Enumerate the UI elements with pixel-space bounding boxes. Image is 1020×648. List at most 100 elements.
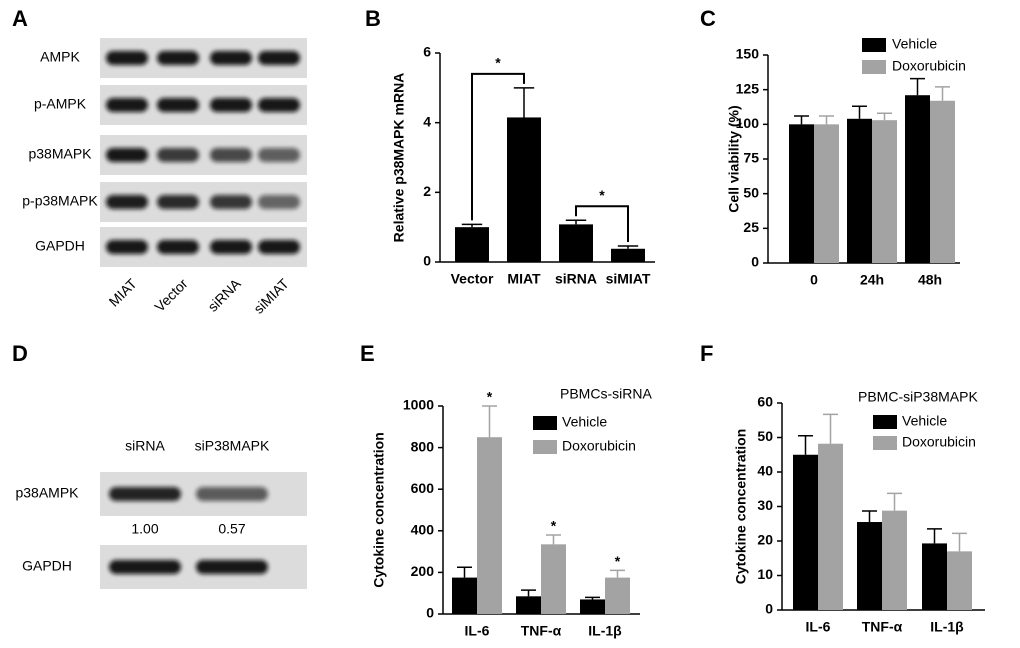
legend-title: PBMC-siP38MAPK (858, 389, 978, 405)
error-bar (952, 532, 967, 552)
legend-label: Doxorubicin (562, 438, 636, 454)
blot-row-label: GAPDH (35, 238, 85, 254)
quantification-label: 1.00 (131, 521, 158, 537)
y-tick-label: 150 (736, 46, 760, 62)
error-bar (461, 223, 483, 228)
error-bar (935, 86, 950, 101)
y-tick-label: 30 (757, 497, 773, 513)
error-bar (927, 528, 942, 544)
x-tick-label: siMIAT (606, 271, 651, 287)
bar (814, 124, 839, 263)
bar (789, 124, 814, 263)
error-bar (823, 413, 838, 444)
bar (507, 117, 541, 262)
blot-row-label: AMPK (40, 49, 80, 65)
error-bar (794, 115, 809, 125)
blot-band (157, 98, 199, 112)
blot-band (109, 560, 181, 574)
blot-band (210, 195, 252, 209)
y-tick-label: 1000 (403, 397, 434, 413)
panel-letter: C (700, 6, 716, 31)
blot-row-label: p38AMPK (15, 485, 79, 501)
significance-star: * (599, 187, 605, 203)
error-bar (798, 435, 813, 455)
blot-band (210, 148, 252, 162)
blot-band (109, 487, 181, 501)
bar (477, 437, 502, 614)
y-tick-label: 800 (411, 438, 435, 454)
y-axis-title: Cell viability (%) (726, 105, 742, 212)
y-axis-title: Relative p38MAPK mRNA (391, 73, 407, 243)
bar (559, 224, 593, 262)
blot-row-label: p-AMPK (34, 96, 87, 112)
y-tick-label: 60 (757, 394, 773, 410)
error-bar (819, 115, 834, 125)
x-tick-label: MIAT (507, 271, 541, 287)
bar (882, 510, 907, 610)
error-bar (585, 596, 600, 600)
blot-band (157, 240, 199, 254)
blot-band (258, 240, 300, 254)
bar (793, 454, 818, 610)
x-tick-label: IL-1β (588, 623, 622, 639)
blot-row-label: p38MAPK (28, 146, 92, 162)
legend-swatch (862, 38, 886, 52)
y-tick-label: 4 (423, 113, 431, 129)
error-bar (482, 405, 497, 438)
y-tick-label: 0 (765, 601, 773, 617)
blot-lane-label: siMIAT (250, 275, 292, 317)
blot-band (210, 51, 252, 65)
error-bar (887, 492, 902, 511)
error-bar (910, 77, 925, 96)
bar (580, 599, 605, 614)
panel-letter: F (700, 341, 713, 366)
blot-band (157, 51, 199, 65)
significance-star: * (487, 389, 493, 405)
y-tick-label: 400 (411, 522, 435, 538)
y-tick-label: 40 (757, 463, 773, 479)
y-tick-label: 600 (411, 480, 435, 496)
x-tick-label: Vector (451, 271, 494, 287)
error-bar (457, 566, 472, 578)
significance-star: * (551, 518, 557, 534)
bar (847, 118, 872, 263)
blot-row-label: p-p38MAPK (22, 193, 98, 209)
bar (930, 100, 955, 263)
y-axis-title: Cytokine concentration (371, 432, 387, 588)
blot-band (258, 98, 300, 112)
panel-letter: B (365, 6, 381, 31)
blot-band (258, 148, 300, 162)
bar (857, 522, 882, 610)
blot-band (258, 51, 300, 65)
x-tick-label: TNF-α (521, 623, 562, 639)
error-bar (610, 569, 625, 578)
blot-band (157, 148, 199, 162)
x-tick-label: IL-1β (930, 619, 964, 635)
y-tick-label: 2 (423, 183, 431, 199)
y-tick-label: 125 (736, 80, 760, 96)
y-tick-label: 200 (411, 563, 435, 579)
y-tick-label: 10 (757, 566, 773, 582)
blot-lane-label: MIAT (106, 275, 141, 310)
bar (452, 577, 477, 614)
y-axis-title: Cytokine concentration (733, 429, 749, 585)
x-tick-label: TNF-α (862, 619, 903, 635)
y-tick-label: 0 (423, 253, 431, 269)
bar (922, 543, 947, 610)
error-bar (513, 87, 535, 118)
panel-letter: D (12, 341, 28, 366)
blot-band (210, 240, 252, 254)
blot-band (258, 195, 300, 209)
blot-band (106, 51, 148, 65)
bar (947, 551, 972, 610)
panel-letter: E (360, 341, 375, 366)
blot-band (210, 98, 252, 112)
blot-lane-label: siP38MAPK (195, 438, 270, 454)
bar (818, 443, 843, 610)
error-bar (877, 112, 892, 121)
bar (872, 120, 897, 263)
x-tick-label: 48h (918, 272, 942, 288)
blot-band (196, 560, 268, 574)
legend-label: Vehicle (562, 414, 607, 430)
